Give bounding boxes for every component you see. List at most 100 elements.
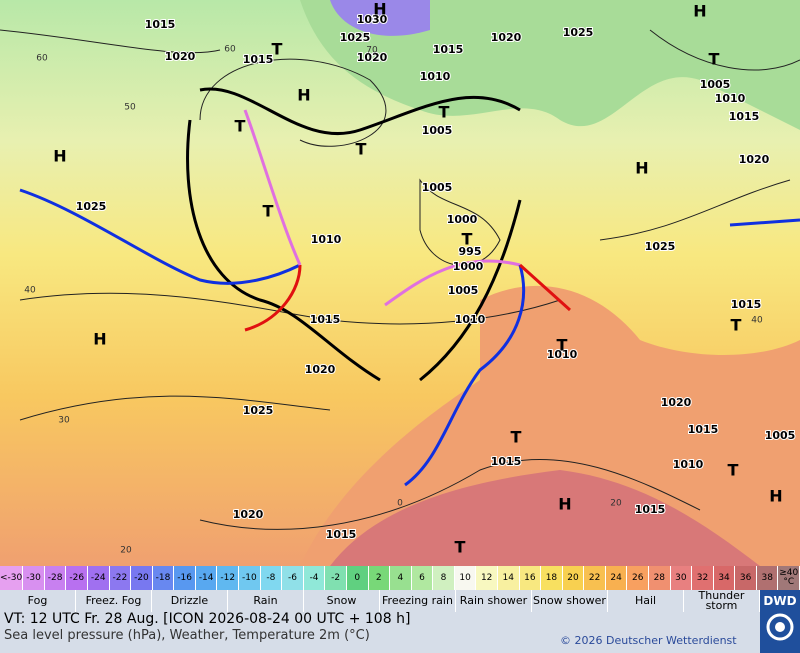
isobar-label: 1015	[635, 503, 666, 516]
pressure-center: T	[557, 336, 568, 355]
grid-label: 40	[751, 316, 763, 326]
isobar-label: 1005	[448, 284, 479, 297]
pressure-center: H	[558, 495, 571, 514]
grid-label: 20	[610, 499, 622, 509]
scale-cell: -24	[87, 566, 110, 590]
hot-area	[330, 470, 760, 566]
pressure-center: T	[235, 117, 246, 136]
weather-item: Snow shower	[532, 590, 608, 612]
temperature-scale: <-30 -30 -28 -26 -24 -22 -20 -18 -16 -14 -12 -10 -8-…	[0, 566, 800, 590]
isobar-label: 1005	[700, 78, 731, 91]
scale-cell: -28	[44, 566, 67, 590]
logo: DWD	[760, 590, 800, 653]
scale-cell: 28	[649, 566, 671, 590]
isobar-label: 1015	[731, 298, 762, 311]
isobar-label: 1025	[76, 200, 107, 213]
pressure-center: T	[263, 202, 274, 221]
isobar-label: 1010	[420, 70, 451, 83]
weather-item: Snow	[304, 590, 380, 612]
scale-cell: 16	[519, 566, 542, 590]
pressure-center: T	[731, 316, 742, 335]
scale-cell: -12	[217, 566, 240, 590]
pressure-center: T	[728, 461, 739, 480]
cold-front	[404, 264, 526, 487]
scale-cell: 36	[735, 566, 757, 590]
isobar-label: 1015	[433, 43, 464, 56]
pressure-center: H	[373, 0, 386, 19]
footer-band	[0, 612, 760, 653]
scale-cell: -16	[174, 566, 196, 590]
scale-cell: -2	[325, 566, 347, 590]
isobar-label: 1025	[340, 31, 371, 44]
cool-area	[300, 0, 800, 130]
scale-cell: 34	[713, 566, 736, 590]
isobar-label: 1015	[729, 110, 760, 123]
weather-item: Freez. Fog	[76, 590, 152, 612]
isobar-label: 1005	[422, 124, 453, 137]
grid-label: 30	[58, 416, 70, 426]
isobar-label: 1000	[447, 213, 478, 226]
weather-item: Hail	[608, 590, 684, 612]
isobar-label: 1020	[661, 396, 692, 409]
scale-cell: -30	[23, 566, 45, 590]
scale-cell: 6	[411, 566, 434, 590]
scale-cell: 12	[476, 566, 498, 590]
weather-item: Rain	[228, 590, 304, 612]
pressure-center: T	[439, 103, 450, 122]
isobar-label: 1020	[233, 508, 264, 521]
description: Sea level pressure (hPa), Weather, Tempe…	[4, 628, 370, 643]
warm-front	[518, 263, 572, 312]
grid-label: 60	[224, 45, 236, 55]
scale-cell: 10	[454, 566, 477, 590]
map: 1015 1030 1025 1020 1015 1015 1020 1025 1020 1010…	[0, 0, 800, 566]
isobar-label: 1030	[357, 13, 388, 26]
pressure-center: T	[511, 428, 522, 447]
isobar-label: 1025	[563, 26, 594, 39]
pressure-center: H	[769, 487, 782, 506]
cold-area	[330, 0, 430, 36]
isobar-label: 1005	[422, 181, 453, 194]
scale-cell: 24	[605, 566, 628, 590]
grid-label: 20	[120, 546, 132, 556]
grid-label: 70	[366, 46, 378, 56]
scale-cell: -10	[239, 566, 261, 590]
isobar-label: 1010	[547, 348, 578, 361]
pressure-center: T	[462, 230, 473, 249]
isobar-label: 1015	[243, 53, 274, 66]
isobar-label: 1010	[715, 92, 746, 105]
weather-item: Fog	[0, 590, 76, 612]
scale-cell: -18	[152, 566, 175, 590]
scale-cell: 30	[670, 566, 693, 590]
troughs	[186, 87, 522, 382]
scale-cell: -8	[260, 566, 283, 590]
isobar-label: 1010	[311, 233, 342, 246]
scale-unit: °C	[783, 577, 795, 587]
scale-cell: 20	[562, 566, 585, 590]
pressure-center: T	[455, 538, 466, 557]
scale-cell: 32	[692, 566, 714, 590]
scale-cell: ≥40 °C	[778, 566, 800, 590]
logo-icon	[766, 613, 794, 641]
isobar-label: 1020	[739, 153, 770, 166]
scale-cell: 14	[497, 566, 520, 590]
isobar-label: 1015	[491, 455, 522, 468]
isobar-label: 1020	[305, 363, 336, 376]
weather-item: Freezing rain	[380, 590, 456, 612]
pressure-center: H	[635, 159, 648, 178]
isobar-label: 1025	[243, 404, 274, 417]
weather-item: Rain shower	[456, 590, 532, 612]
scale-cell: -22	[109, 566, 132, 590]
pressure-center: H	[693, 2, 706, 21]
scale-cell: 2	[368, 566, 391, 590]
grid-label: 60	[36, 54, 48, 64]
isobar-label: 1015	[145, 18, 176, 31]
occlusion	[243, 109, 302, 266]
weather-item: Drizzle	[152, 590, 228, 612]
scale-cell: 4	[390, 566, 412, 590]
scale-cell: 0	[346, 566, 369, 590]
pressure-center: H	[93, 330, 106, 349]
warm-front	[244, 264, 302, 332]
isobar-label: 1025	[645, 240, 676, 253]
valid-time: VT: 12 UTC Fr. 28 Aug. [ICON 2026-08-24 …	[4, 611, 411, 627]
